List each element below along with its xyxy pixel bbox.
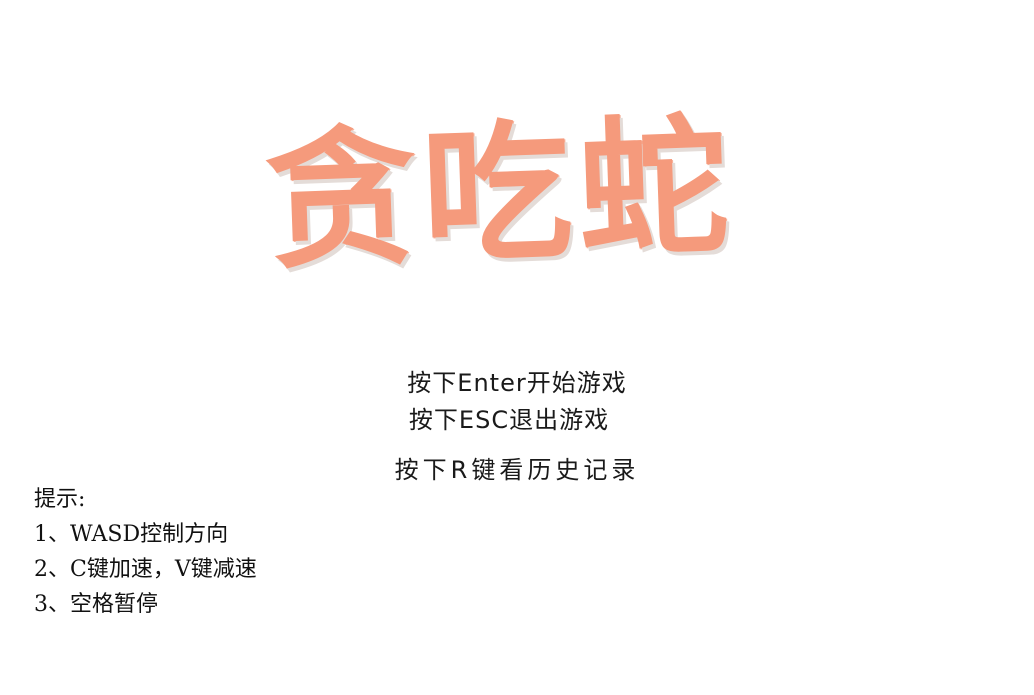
tip-item-speed: 2、C键加速，V键减速	[34, 557, 257, 582]
game-title: 贪吃蛇	[263, 99, 737, 291]
start-game-hint: 按下Enter开始游戏	[407, 369, 627, 397]
exit-game-hint: 按下ESC退出游戏	[408, 406, 610, 434]
game-title-logo: 贪吃蛇	[240, 100, 760, 290]
tips-heading: 提示:	[34, 487, 86, 512]
tip-item-direction: 1、WASD控制方向	[34, 522, 229, 547]
tip-item-pause: 3、空格暂停	[34, 592, 158, 617]
history-hint: 按下R键看历史记录	[394, 456, 640, 484]
tips-panel: 提示: 1、WASD控制方向 2、C键加速，V键减速 3、空格暂停	[34, 482, 257, 622]
